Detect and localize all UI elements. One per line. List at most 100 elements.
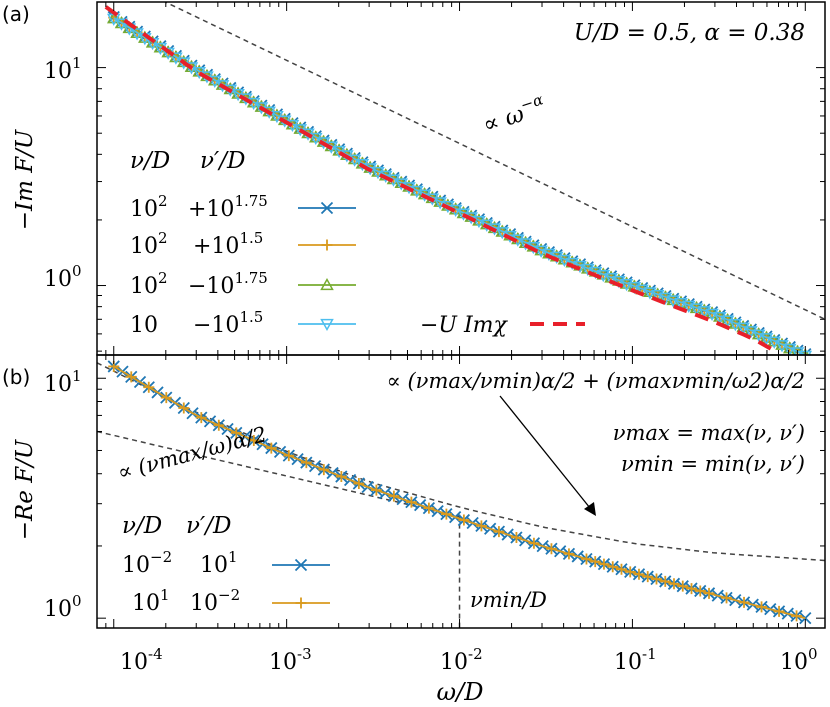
panel-a-series-layer [104,2,825,355]
panel-b-series-2-marker [791,610,803,622]
panel-a-chi-line [104,5,780,355]
panel-b-series-2-marker [721,592,733,604]
panel-b-annotation-arrow [499,395,596,516]
panel-b-series-2-marker [388,490,400,502]
svg-text:101.5: 101.5 [130,313,158,338]
panel-a-legend-row-2: 102 +101.5 [130,229,263,259]
xtick-label-1e-4: 10-4 [120,645,163,675]
panel-b-series-2-marker [642,571,654,583]
panel-a-parameters: U/D = 0.5, α = 0.38 [574,20,805,46]
panel-b-series-2-marker [230,427,242,439]
panel-b-series-2-marker [335,471,347,483]
xtick-label-1e-3: 10-3 [269,645,312,675]
panel-a-legend-swatches [298,201,585,332]
panel-a-ytick-1: 100 [44,262,82,292]
panel-b-series-2-marker [703,587,715,599]
panel-b-ytick-10: 101 [44,367,82,397]
panel-b-series-2-marker [510,531,522,543]
panel-b-formula: ∝ (νmax/νmin)α/2 + (νmaxνmin/ω2)α/2 [387,369,805,393]
panel-a-ylabel: −Im F/U [12,128,38,230]
legend-a-marker-3 [320,277,334,291]
panel-b-series-2-marker [440,508,452,520]
panel-b-series-2-marker [248,434,260,446]
panel-b-series-2-marker [405,496,417,508]
panel-b-series-2-marker [694,585,706,597]
panel-b-series-2-marker [475,520,487,532]
panel-b-series-2-marker [686,583,698,595]
panel-b-vline-label: νmin/D [470,588,547,612]
legend-b-marker-2 [295,597,307,609]
panel-b-series-2-marker [677,580,689,592]
panel-b: (b) 101 100 −Re F/U 10-4 10-3 10-2 10-1 … [2,354,826,706]
panel-b-series-2-marker [143,381,155,393]
panel-a-series-3-marker [145,35,160,48]
panel-b-series-2-marker [598,558,610,570]
panel-a-legend-header-nuprime: ν′/D [200,148,245,174]
xtick-label-1e-2: 10-2 [440,645,483,675]
panel-b-numax-def: νmax = max(ν, ν′) [613,421,805,445]
panel-b-series-2-marker [633,568,645,580]
panel-b-legend-header-nuprime: ν′/D [186,513,231,539]
panel-b-legend-swatches [272,558,330,609]
panel-b-series-layer [97,360,825,628]
panel-a-series-3-marker [332,143,346,156]
panel-a-series-3-marker [270,108,284,121]
legend-a-marker-1 [320,201,334,215]
panel-a-series-3-marker [169,50,183,63]
panel-a-series-3-marker [254,99,269,112]
svg-text:−101.75: −101.75 [188,269,268,299]
panel-b-series-2-marker [318,464,330,476]
panel-b-legend-row-2: 101 10−2 [132,586,240,616]
panel-b-series-2-marker [353,478,365,490]
panel-b-series-2-marker [283,450,295,462]
panel-b-frame [96,354,826,629]
panel-b-series-2-marker [668,578,680,590]
panel-b-series-2-marker [195,412,207,424]
panel-b-series-2-marker [650,573,662,585]
panel-b-series-2-marker [493,526,505,538]
panel-a-legend-row-4: 101.5 −101.5 [130,308,263,338]
panel-b-ylabel: −Re F/U [12,438,38,540]
panel-a-legend-row-1: 102 +101.75 [130,192,268,222]
panel-b-series-2-marker [756,601,768,613]
panel-b-series-2-marker [265,442,277,454]
legend-a-marker-4 [320,318,334,332]
panel-b-series-2-marker [659,575,671,587]
x-axis-label: ω/D [437,678,484,706]
panel-b-series-2-marker [125,371,137,383]
panel-a-legend-row-3: 102 −101.75 [130,269,268,299]
panel-a-legend-chi-label: −U Imχ [420,313,509,338]
panel-b-series-2-marker [370,484,382,496]
panel-b-ytick-1: 100 [44,592,82,622]
panel-b-series-2-marker [300,457,312,469]
svg-text:102: 102 [130,229,168,259]
panel-b-series-2-marker [213,419,225,431]
svg-text:10−2: 10−2 [122,548,172,578]
panel-a-guide-label: ∝ ω−α [479,90,549,138]
panel-b-series-2-marker [738,596,750,608]
panel-a-ticks [96,1,825,355]
panel-b-label: (b) [2,365,30,389]
svg-text:10−2: 10−2 [190,586,240,616]
panel-b-series-2-marker [589,556,601,568]
xtick-label-1e0: 100 [780,645,818,675]
svg-text:102: 102 [130,269,168,299]
panel-a-series-3-marker [106,11,121,24]
svg-text:+101.5: +101.5 [193,229,263,259]
panel-b-powerlaw-label: ∝ (νmax/ω)α/2 [115,422,269,485]
panel-b-series-2-marker [615,563,627,575]
panel-a-series-3-marker [309,130,323,143]
panel-b-legend-header-nu: ν/D [122,513,162,539]
panel-a-legend-header-nu: ν/D [130,148,170,174]
panel-b-series-2-marker [607,561,619,573]
panel-b-series-2-marker [773,605,785,617]
panel-b-series-2-marker [580,553,592,565]
panel-b-series-2-marker [528,537,540,549]
panel-a-ytick-10: 101 [44,54,82,84]
panel-a-guide-line [163,2,825,320]
panel-a: (a) 101 100 −Im F/U U/D = 0.5, α = 0.38 … [2,1,826,356]
panel-a-series-3-marker [130,25,144,38]
svg-text:101: 101 [200,548,238,578]
panel-b-series-2-marker [545,543,557,555]
